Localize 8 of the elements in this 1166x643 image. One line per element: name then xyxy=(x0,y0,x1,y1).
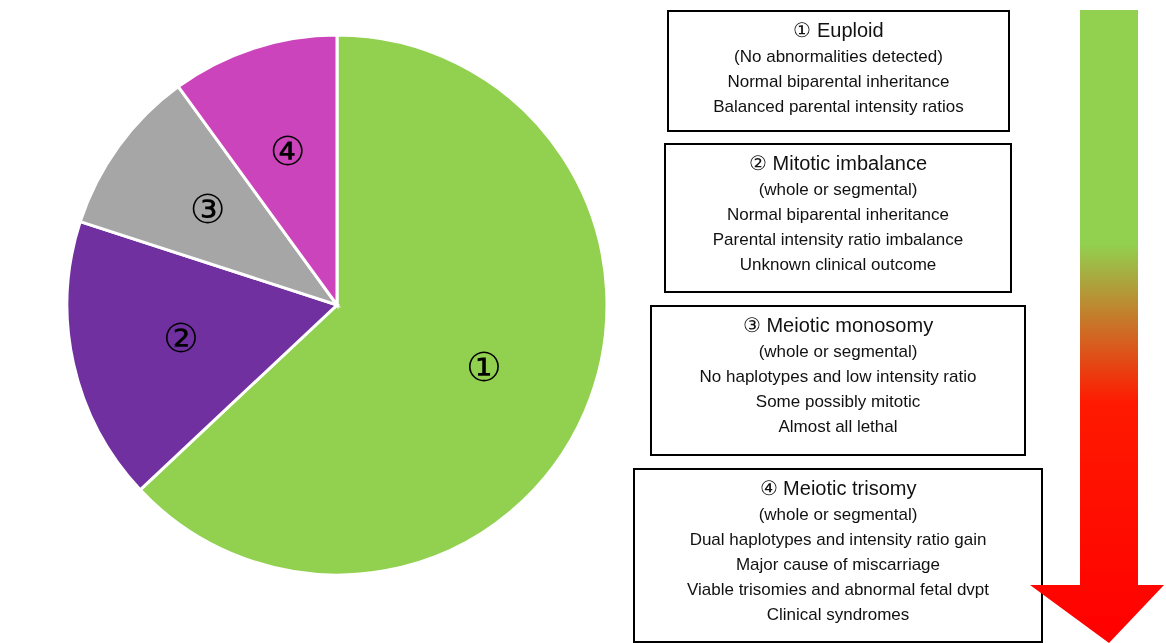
text: ③ Meiotic monosomy (whole or segmental) No haplotypes and low intensity ratio Some possibly mitotic Almost all lethal xyxy=(698,313,978,438)
slice-label: ③ xyxy=(189,185,226,232)
slice-label: ① xyxy=(465,343,502,390)
text: ② Mitotic imbalance (whole or segmental) Normal biparental inheritance Parental intensity ratio imbalance Unknown clinical outcome xyxy=(711,151,965,276)
text: ④ Meiotic trisomy (whole or segmental) Dual haplotypes and intensity ratio gain Major cause of miscarriage Viable trisomies and abnormal fetal dvpt Clinical syndromes xyxy=(685,476,991,626)
text: ① Euploid (No abnormalities detected) Normal biparental inheritance Balanced parental intensity ratios xyxy=(712,18,965,118)
slice-label: ④ xyxy=(269,127,306,174)
slice-label: ② xyxy=(162,314,199,361)
